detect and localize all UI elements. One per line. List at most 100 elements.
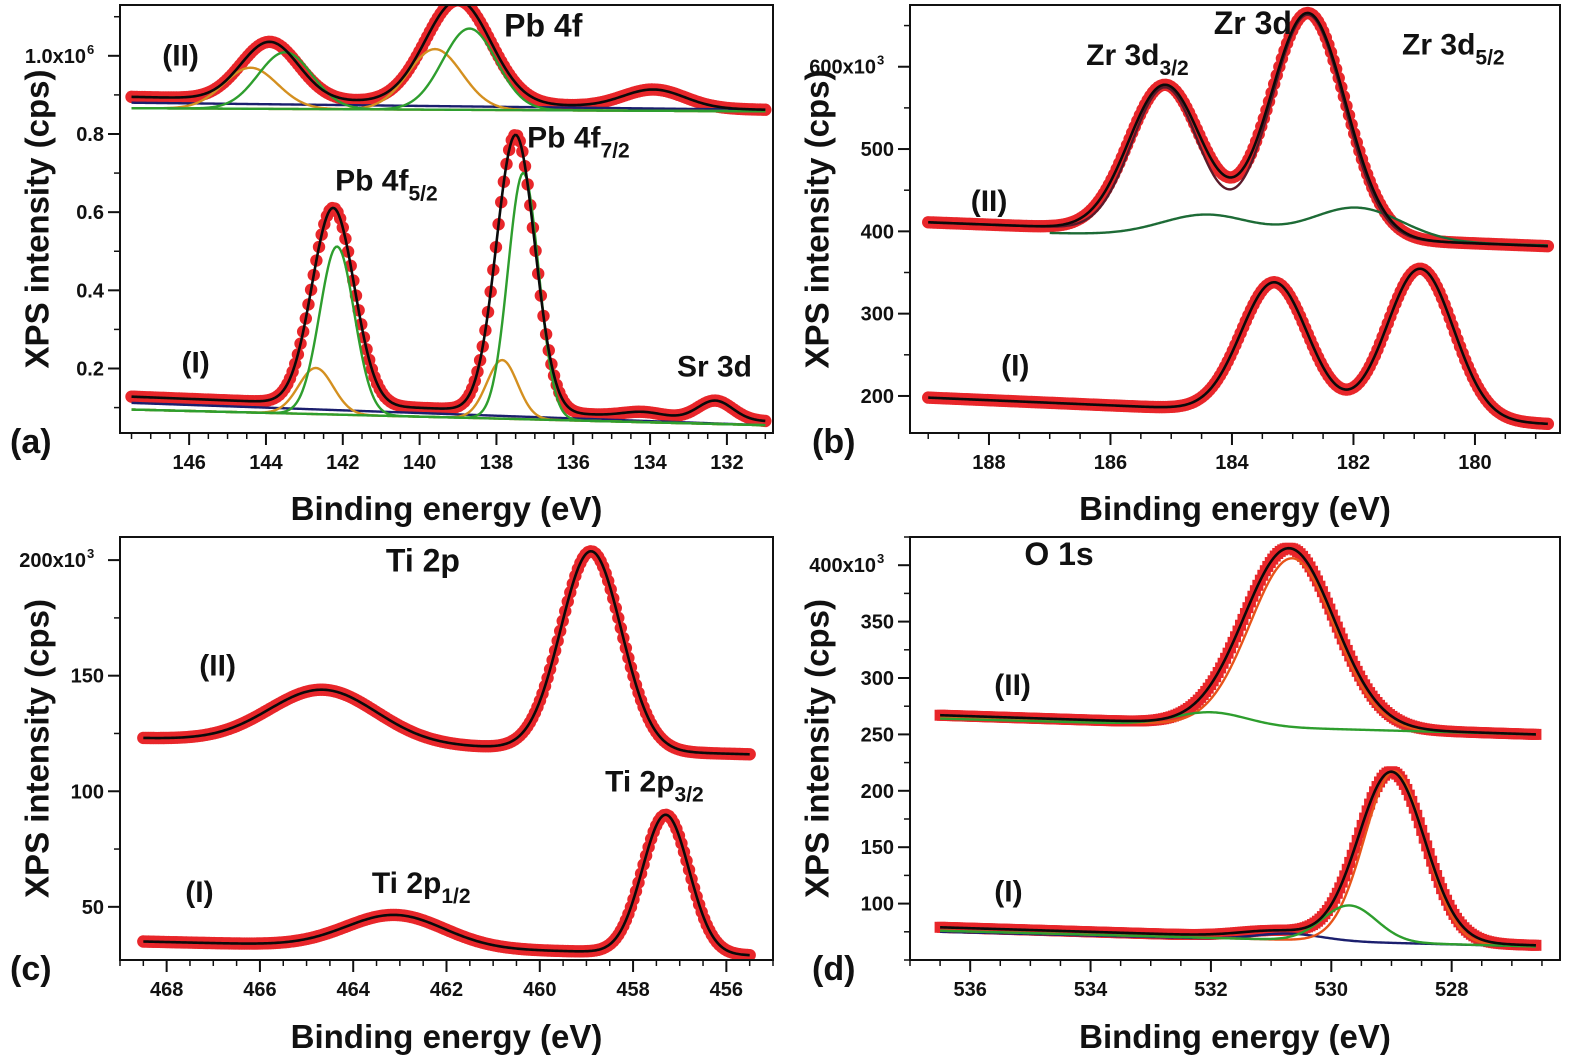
x-tick-label: 184 (1215, 452, 1249, 474)
data-points-I (125, 129, 772, 428)
panel-letter: (b) (812, 423, 855, 461)
envelope-fit-line (928, 267, 1548, 426)
data-points-I (934, 766, 1542, 951)
x-tick-label: 530 (1315, 979, 1348, 1001)
annotation-label: (I) (994, 875, 1022, 908)
x-axis-title: Binding energy (eV) (1079, 1018, 1391, 1055)
panel-letter: (d) (812, 950, 855, 988)
panel-letter: (c) (10, 950, 52, 988)
plot-frame (909, 4, 1561, 434)
x-axis-title: Binding energy (eV) (291, 490, 603, 527)
y-tick-label: 0.4 (76, 280, 105, 302)
y-tick-label: 500 (861, 139, 894, 161)
envelope-fit-line (143, 549, 750, 756)
annotation-label: Ti 2p3/2 (605, 765, 704, 806)
x-tick-label: 534 (1074, 979, 1108, 1001)
annotation-label: Zr 3d5/2 (1402, 28, 1505, 69)
y-axis-title: XPS intensity (cps) (799, 599, 836, 898)
panel-d: 536 534 532 530 528 100 150 200 250 300 350 400x10 3… (799, 536, 1561, 1055)
x-tick-label: 132 (710, 452, 743, 474)
y-exponent: 6 (87, 42, 94, 57)
component-line-orange_red (940, 770, 1536, 948)
y-exponent: 3 (87, 546, 94, 561)
annotation-label: (II) (994, 669, 1031, 702)
x-axis-title: Binding energy (eV) (1079, 490, 1391, 527)
plot-area (137, 545, 756, 960)
x-tick-label: 136 (557, 452, 590, 474)
x-tick-label: 180 (1458, 452, 1491, 474)
x-tick-label: 134 (633, 452, 667, 474)
annotation-label: Pb 4f7/2 (527, 122, 630, 163)
x-tick-label: 532 (1194, 979, 1227, 1001)
plot-frame (909, 536, 1561, 961)
envelope-fit-line (928, 11, 1548, 248)
y-axis-title: XPS intensity (cps) (19, 70, 56, 369)
panel-a: 146 144 142 140 138 136 134 132 0.2 0.4 0.6 0.8 1.0x… (10, 4, 774, 527)
x-axis-title: Binding energy (eV) (291, 1018, 603, 1055)
x-tick-label: 462 (430, 979, 463, 1001)
y-tick-label: 0.2 (76, 359, 104, 381)
y-axis-title: XPS intensity (cps) (19, 599, 56, 898)
x-tick-label: 138 (480, 452, 513, 474)
y-tick-label: 200x10 (19, 550, 86, 572)
y-tick-label: 200 (861, 386, 894, 408)
annotation-label: (I) (181, 346, 209, 379)
x-tick-label: 186 (1094, 452, 1127, 474)
annotation-label: Zr 3d3/2 (1086, 39, 1189, 80)
x-tick-label: 468 (150, 979, 183, 1001)
component-line-green (940, 711, 1536, 736)
panel-letter: (a) (10, 423, 52, 461)
panel-title: Zr 3d (1214, 5, 1292, 41)
y-axis-title: XPS intensity (cps) (799, 70, 836, 369)
y-tick-label: 100 (861, 894, 894, 916)
envelope-fit-line (131, 5, 766, 112)
component-line-green (131, 171, 766, 427)
y-exponent: 3 (877, 551, 884, 566)
y-tick-label: 0.8 (76, 124, 104, 146)
y-tick-label: 400x10 (809, 555, 876, 577)
component-line-green (940, 904, 1536, 948)
panel-title: O 1s (1024, 536, 1093, 572)
component-line-background (131, 101, 766, 111)
annotation-label: (II) (971, 185, 1008, 218)
data-points-II (934, 542, 1542, 740)
x-tick-label: 458 (616, 979, 649, 1001)
annotation-label: Sr 3d (677, 350, 752, 383)
y-tick-label: 1.0x10 (25, 46, 86, 68)
panel-title: Ti 2p (386, 543, 460, 579)
annotation-label: (II) (162, 40, 199, 73)
y-tick-label: 50 (82, 897, 104, 919)
x-tick-label: 456 (710, 979, 743, 1001)
x-tick-label: 536 (953, 979, 986, 1001)
annotation-label: (II) (199, 650, 236, 683)
x-tick-label: 146 (172, 452, 205, 474)
panel-b: 188 186 184 182 180 200 300 400 500 600x10 3 Bindin… (799, 4, 1561, 527)
plot-area (125, 5, 772, 428)
plot-area (922, 6, 1555, 431)
y-tick-label: 150 (71, 666, 104, 688)
y-tick-label: 250 (861, 724, 894, 746)
x-tick-label: 142 (326, 452, 359, 474)
y-tick-label: 400 (861, 221, 894, 243)
x-tick-label: 460 (523, 979, 556, 1001)
envelope-fit-line (143, 813, 750, 957)
x-tick-label: 188 (972, 452, 1005, 474)
y-tick-label: 300 (861, 304, 894, 326)
x-tick-label: 144 (249, 452, 283, 474)
plot-frame (119, 4, 774, 434)
x-tick-label: 466 (243, 979, 276, 1001)
annotation-label: (I) (185, 876, 213, 909)
x-tick-label: 528 (1435, 979, 1468, 1001)
component-line-green (131, 27, 766, 113)
x-tick-label: 464 (337, 979, 371, 1001)
envelope-fit-line (940, 770, 1536, 947)
y-tick-label: 0.6 (76, 202, 104, 224)
envelope-fit-line (940, 546, 1536, 736)
component-line-darkgreen (1049, 206, 1548, 247)
plot-area (934, 542, 1542, 951)
y-exponent: 3 (877, 53, 884, 68)
y-tick-label: 150 (861, 837, 894, 859)
x-tick-label: 140 (403, 452, 436, 474)
annotation-label: (I) (1001, 349, 1029, 382)
